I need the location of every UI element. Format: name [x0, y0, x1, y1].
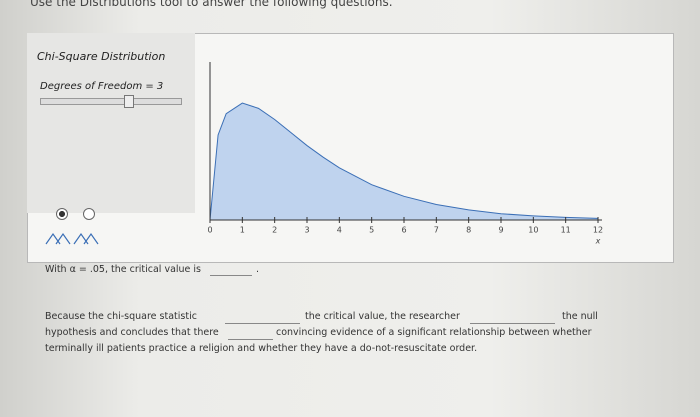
question-text: Because the chi-square statistic [45, 311, 197, 322]
tail-icon[interactable] [45, 232, 71, 245]
x-tick-label: 5 [369, 226, 374, 235]
answer-blank[interactable] [470, 323, 555, 324]
question-text: the critical value, the researcher [305, 311, 460, 322]
x-tick-label: 12 [593, 226, 603, 235]
panel-title: Chi-Square Distribution [37, 50, 166, 63]
question-text: . [256, 264, 260, 275]
x-tick-label: 2 [272, 226, 277, 235]
question-text: convincing evidence of a significant rel… [276, 327, 592, 338]
question-text: terminally ill patients practice a relig… [45, 343, 478, 354]
x-tick-label: 3 [304, 226, 309, 235]
tail-icon[interactable] [73, 232, 99, 245]
x-tick-label: 1 [240, 226, 245, 235]
question-text: hypothesis and concludes that there [45, 327, 219, 338]
x-tick-label: 7 [434, 226, 439, 235]
x-tick-label: 8 [466, 226, 471, 235]
slider-track[interactable] [40, 98, 182, 105]
x-axis-label: x [595, 237, 601, 246]
x-tick-label: 6 [401, 226, 406, 235]
density-curve [209, 102, 599, 221]
x-tick-label: 9 [498, 226, 503, 235]
x-tick-label: 4 [337, 226, 342, 235]
answer-blank[interactable] [225, 323, 300, 324]
radio-selected[interactable] [56, 208, 68, 220]
instruction: Use the Distributions tool to answer the… [30, 0, 393, 9]
x-tick-label: 10 [528, 226, 538, 235]
answer-blank[interactable] [210, 275, 252, 276]
question-text: With α = .05, the critical value is [45, 264, 202, 275]
control-panel [27, 33, 195, 213]
radio[interactable] [83, 208, 95, 220]
x-tick-label: 11 [561, 226, 571, 235]
parameter-label: Degrees of Freedom = 3 [40, 81, 164, 92]
question-text: the null [562, 311, 598, 322]
x-tick-label: 0 [207, 226, 212, 235]
answer-blank[interactable] [228, 339, 273, 340]
density-area [210, 103, 598, 220]
slider-thumb[interactable] [124, 95, 134, 108]
